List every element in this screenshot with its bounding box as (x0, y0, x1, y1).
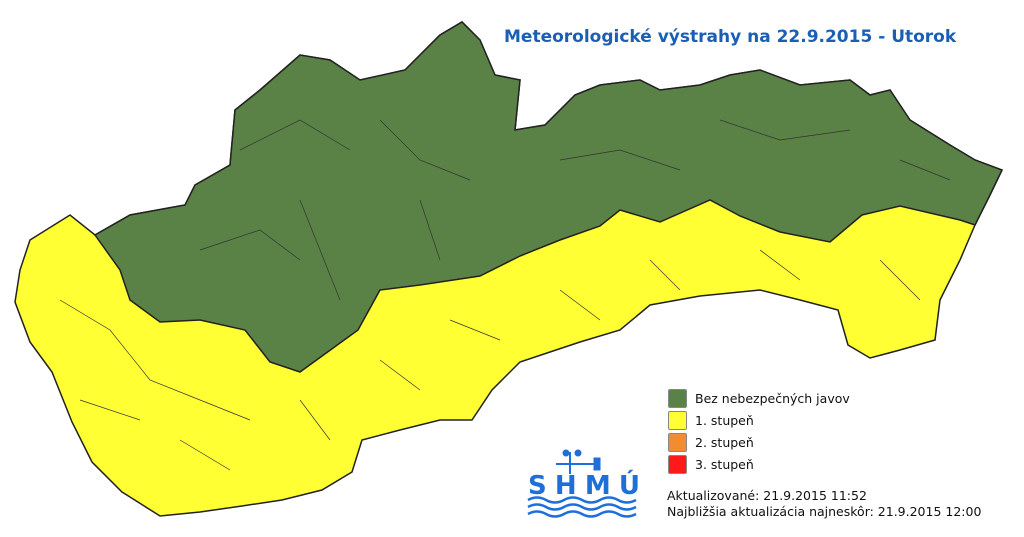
legend-swatch (668, 410, 687, 430)
legend-swatch (668, 388, 687, 408)
next-update-time: Najbližšia aktualizácia najneskôr: 21.9.… (667, 504, 982, 519)
update-info: Aktualizované: 21.9.2015 11:52 Najbližši… (667, 488, 981, 520)
legend-swatch (668, 454, 687, 474)
legend-item-level-2: 2. stupeň (668, 431, 850, 453)
region-no-warning[interactable] (93, 21, 1004, 373)
legend-item-level-1: 1. stupeň (668, 409, 850, 431)
legend-item-level-3: 3. stupeň (668, 453, 850, 475)
legend-item-none: Bez nebezpečných javov (668, 387, 850, 409)
map-title: Meteorologické výstrahy na 22.9.2015 - U… (504, 27, 957, 47)
legend-swatch (668, 432, 687, 452)
updated-time: Aktualizované: 21.9.2015 11:52 (667, 488, 867, 503)
district-borders (59, 119, 951, 471)
svg-text:SHMÚ: SHMÚ (528, 469, 640, 501)
legend: Bez nebezpečných javov 1. stupeň 2. stup… (668, 387, 850, 475)
shmu-logo: SHMÚ (527, 449, 640, 518)
